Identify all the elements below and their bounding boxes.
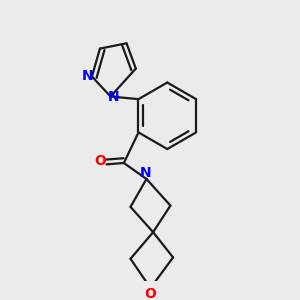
Text: N: N [107, 90, 119, 104]
Text: O: O [144, 287, 156, 300]
Text: N: N [140, 166, 152, 180]
Text: O: O [94, 154, 106, 168]
Text: N: N [81, 69, 93, 83]
